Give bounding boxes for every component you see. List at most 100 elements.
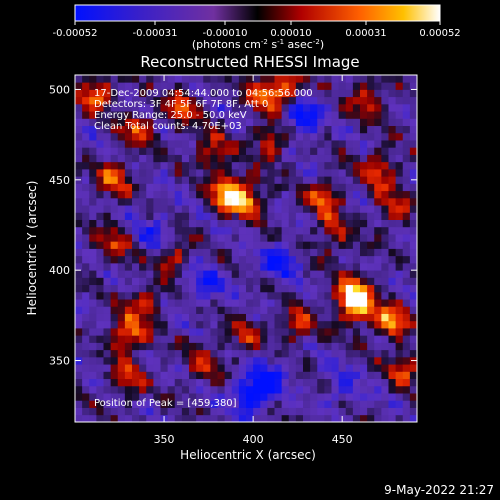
heatmap-cell: [338, 393, 347, 401]
heatmap-cell: [288, 212, 297, 220]
heatmap-cell: [267, 248, 275, 257]
heatmap-cell: [374, 183, 382, 192]
annotation-line: Energy Range: 25.0 - 50.0 keV: [94, 110, 247, 121]
heatmap-cell: [260, 407, 268, 416]
heatmap-cell: [224, 378, 233, 387]
heatmap-cell: [317, 140, 325, 148]
heatmap-cell: [96, 212, 104, 220]
heatmap-cell: [210, 270, 218, 278]
heatmap-cell: [395, 313, 404, 322]
heatmap-cell: [267, 75, 275, 83]
heatmap-cell: [103, 378, 112, 387]
heatmap-cell: [167, 299, 176, 307]
heatmap-cell: [374, 371, 382, 380]
heatmap-cell: [153, 75, 161, 83]
heatmap-cell: [253, 414, 261, 422]
heatmap-cell: [367, 291, 375, 300]
heatmap-cell: [117, 262, 126, 271]
heatmap-cell: [75, 132, 83, 141]
heatmap-cell: [374, 248, 382, 257]
heatmap-cell: [402, 89, 411, 98]
heatmap-cell: [174, 284, 183, 293]
heatmap-cell: [82, 82, 90, 90]
heatmap-cell: [388, 393, 397, 401]
heatmap-cell: [203, 75, 211, 83]
heatmap-cell: [231, 140, 240, 148]
heatmap-cell: [231, 168, 240, 177]
heatmap-cell: [295, 190, 304, 199]
heatmap-cell: [367, 320, 375, 329]
heatmap-cell: [174, 82, 183, 90]
heatmap-cell: [103, 212, 112, 220]
heatmap-cell: [217, 82, 226, 90]
heatmap-cell: [281, 255, 290, 264]
heatmap-cell: [146, 342, 154, 351]
heatmap-cell: [181, 371, 190, 380]
heatmap-cell: [281, 205, 290, 213]
heatmap-cell: [324, 183, 332, 192]
heatmap-cell: [167, 183, 176, 192]
heatmap-cell: [246, 176, 254, 184]
heatmap-cell: [110, 414, 119, 422]
heatmap-cell: [395, 342, 404, 351]
heatmap-cell: [395, 270, 404, 278]
heatmap-cell: [203, 190, 211, 199]
heatmap-cell: [345, 248, 354, 257]
heatmap-cell: [331, 154, 340, 163]
heatmap-cell: [153, 320, 161, 329]
heatmap-cell: [160, 96, 169, 105]
y-tick-label: 500: [49, 83, 70, 96]
heatmap-cell: [181, 241, 190, 249]
heatmap-cell: [246, 270, 254, 278]
heatmap-cell: [253, 125, 261, 134]
heatmap-cell: [153, 342, 161, 351]
heatmap-cell: [402, 320, 411, 329]
heatmap-cell: [274, 414, 283, 422]
heatmap-cell: [267, 154, 275, 163]
heatmap-cell: [167, 248, 176, 257]
heatmap-cell: [75, 371, 83, 380]
heatmap-cell: [345, 226, 354, 235]
heatmap-cell: [146, 414, 154, 422]
heatmap-cell: [295, 328, 304, 336]
heatmap-cell: [153, 277, 161, 286]
heatmap-cell: [167, 241, 176, 249]
heatmap-cell: [110, 75, 119, 83]
heatmap-cell: [295, 277, 304, 286]
heatmap-cell: [345, 176, 354, 184]
heatmap-cell: [246, 291, 254, 300]
heatmap-cell: [124, 212, 133, 220]
heatmap-cell: [295, 111, 304, 119]
heatmap-cell: [267, 176, 275, 184]
heatmap-cell: [160, 183, 169, 192]
heatmap-cell: [352, 255, 361, 264]
heatmap-cell: [75, 140, 83, 148]
heatmap-cell: [132, 212, 140, 220]
heatmap-cell: [203, 161, 211, 170]
heatmap-cell: [167, 270, 176, 278]
heatmap-cell: [317, 393, 325, 401]
heatmap-cell: [274, 226, 283, 235]
heatmap-cell: [367, 262, 375, 271]
heatmap-cell: [253, 190, 261, 199]
heatmap-cell: [124, 125, 133, 134]
heatmap-cell: [288, 154, 297, 163]
heatmap-cell: [181, 328, 190, 336]
heatmap-cell: [303, 385, 311, 394]
heatmap-cell: [345, 255, 354, 264]
heatmap-cell: [367, 125, 375, 134]
heatmap-cell: [345, 414, 354, 422]
heatmap-cell: [374, 270, 382, 278]
heatmap-cell: [253, 89, 261, 98]
heatmap-cell: [274, 82, 283, 90]
colorbar-tick-label: 0.00052: [419, 28, 460, 39]
heatmap-cell: [82, 147, 90, 155]
heatmap-cell: [310, 385, 318, 394]
heatmap-cell: [132, 320, 140, 329]
heatmap-cell: [274, 161, 283, 170]
heatmap-cell: [124, 342, 133, 351]
heatmap-cell: [345, 291, 354, 300]
heatmap-cell: [132, 96, 140, 105]
heatmap-cell: [310, 212, 318, 220]
heatmap-cell: [360, 385, 368, 394]
